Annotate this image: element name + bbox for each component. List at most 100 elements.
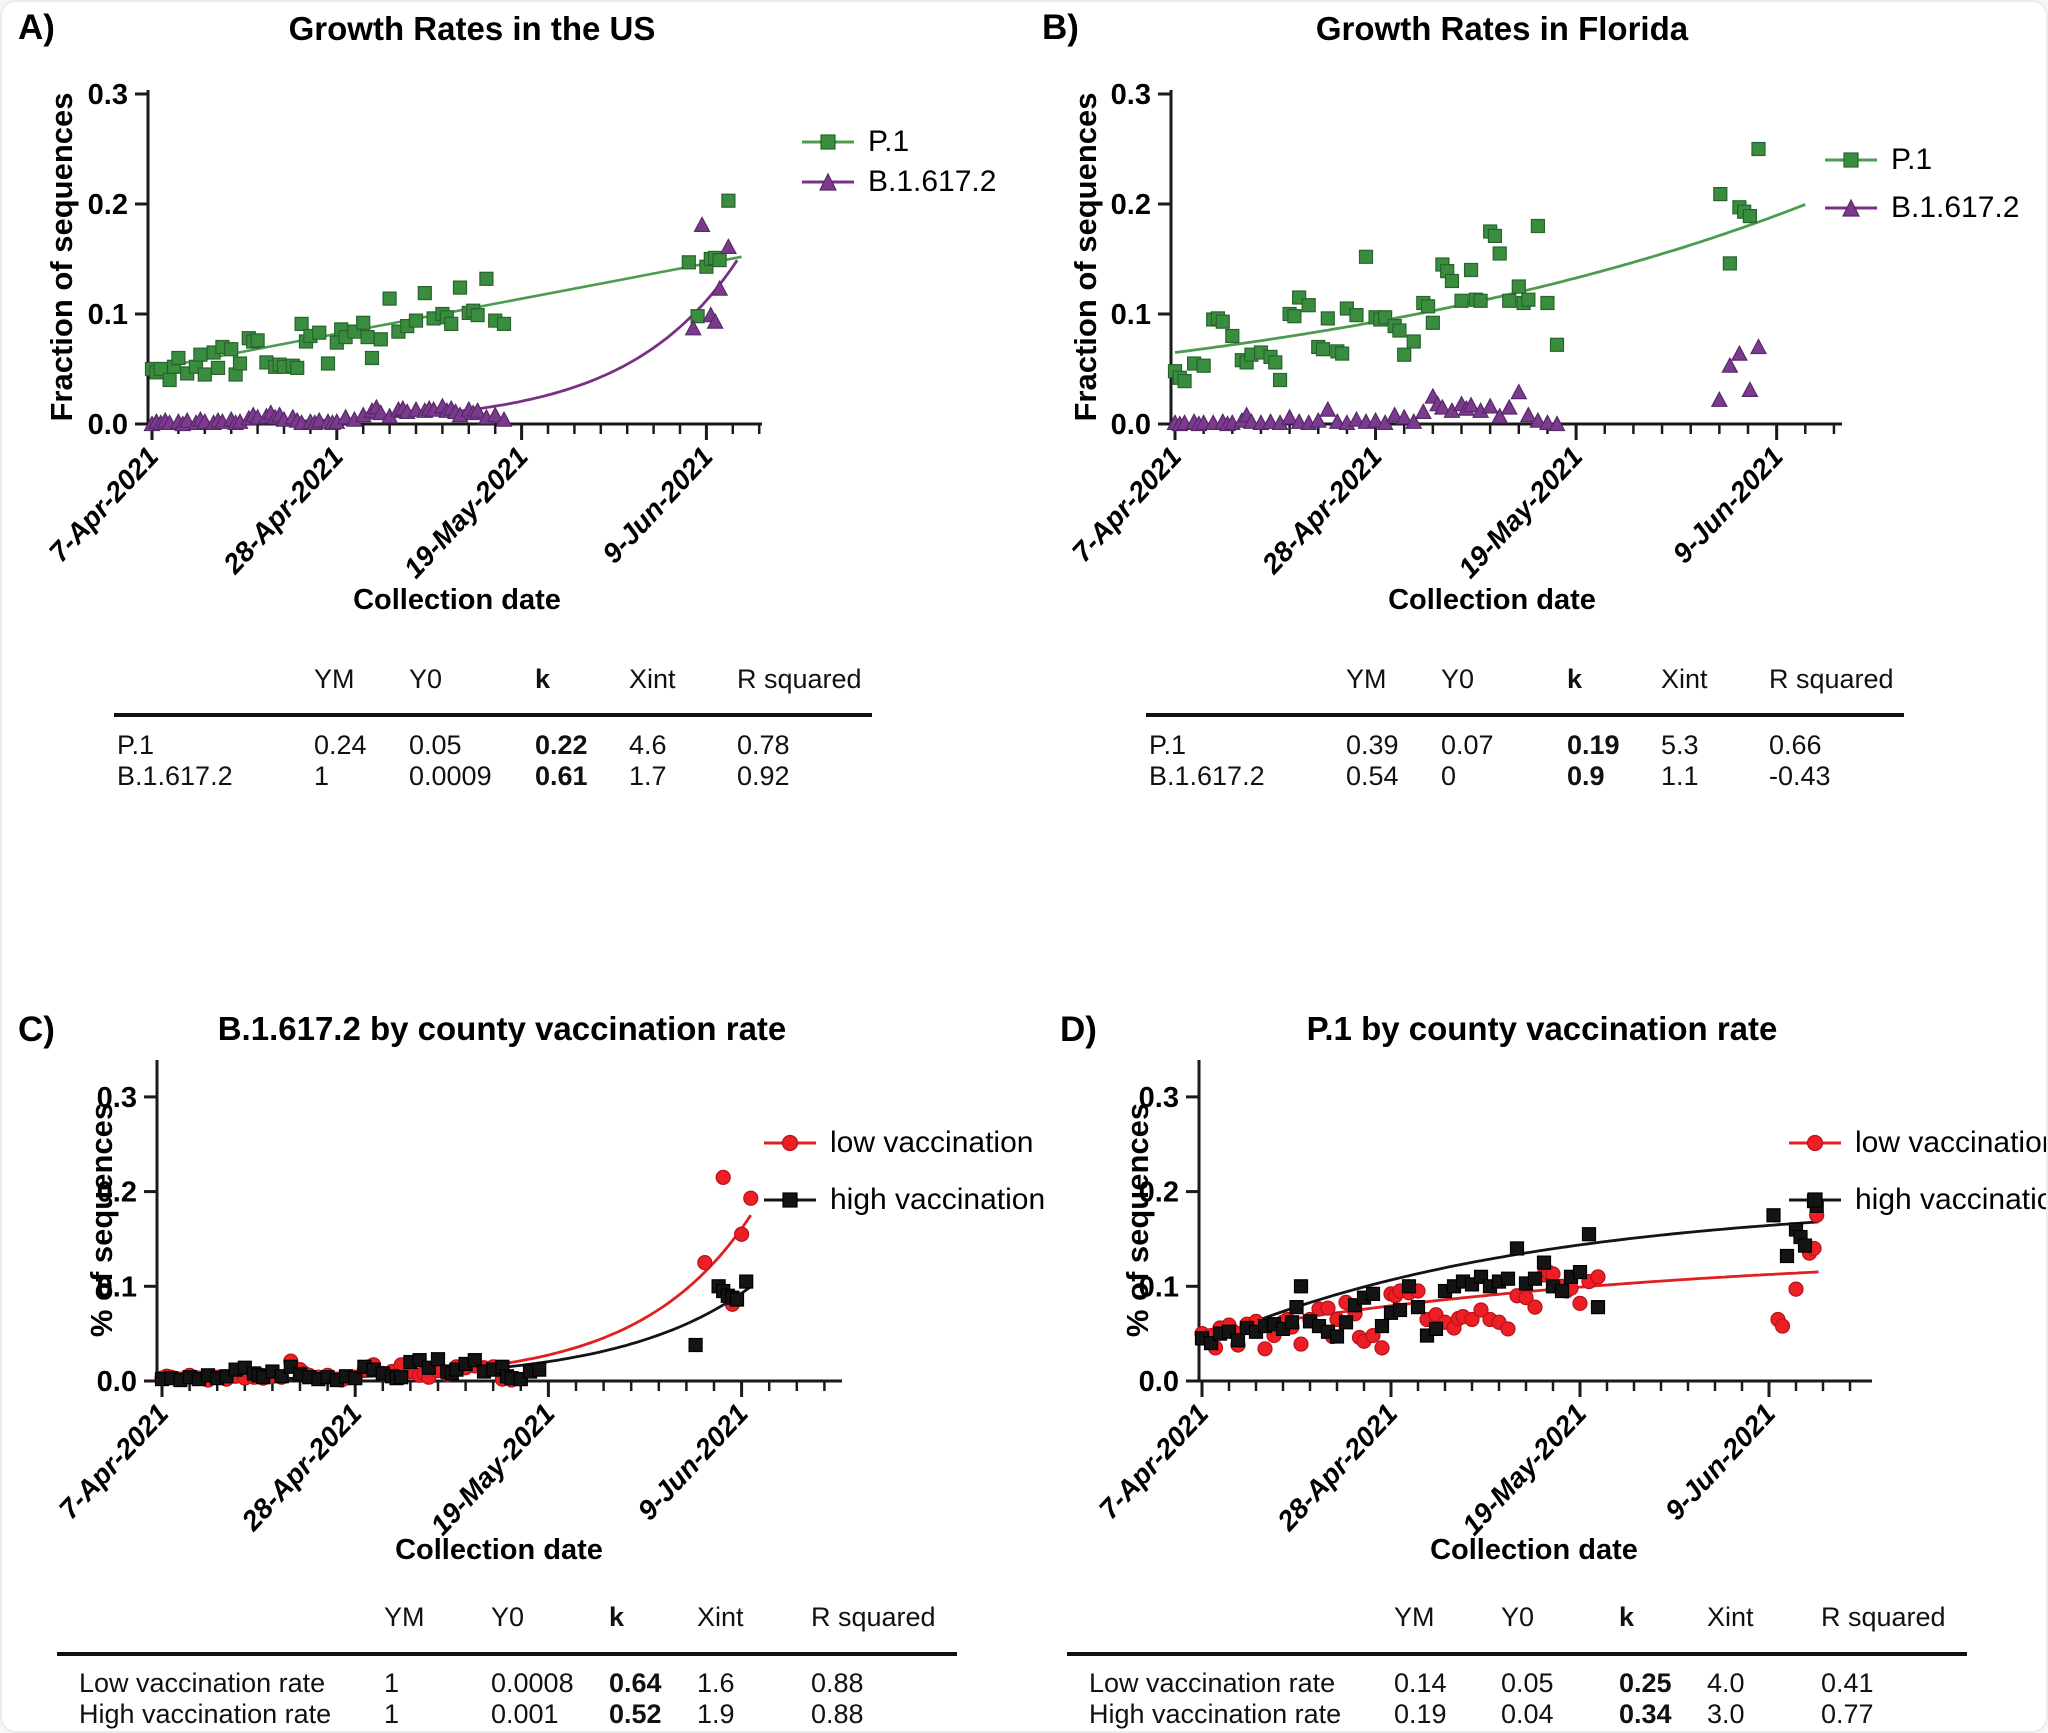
table-header: R squared (737, 664, 862, 694)
svg-text:0.1: 0.1 (97, 1271, 137, 1303)
svg-text:7-Apr-2021: 7-Apr-2021 (53, 1398, 174, 1525)
series-high-vaccination (154, 1274, 754, 1388)
black-square-marker-icon (764, 1192, 816, 1208)
panel-b-plot: 0.0 0.1 0.2 0.3 7-Apr-2021 28-Apr-2021 19-May-… (1066, 79, 1842, 584)
panel-a-plot: 0.0 0.1 0.2 0.3 7-Apr-2021 28-Apr-2021 19-May-… (43, 79, 762, 584)
row-label: B.1.617.2 (1149, 761, 1265, 791)
svg-text:0.3: 0.3 (1111, 79, 1151, 111)
table-cell: 1.7 (629, 761, 667, 791)
row-label: P.1 (117, 730, 155, 760)
svg-text:0.3: 0.3 (97, 1082, 137, 1114)
table-header: Xint (1707, 1602, 1754, 1632)
svg-text:0.2: 0.2 (88, 189, 128, 221)
legend-label: high vaccination (830, 1183, 1046, 1216)
panel-b-xlabel: Collection date (1388, 584, 1596, 616)
table-header: YM (314, 664, 355, 694)
table-cell: 0.78 (737, 730, 790, 760)
table-header: Y0 (409, 664, 443, 694)
table-cell: 0.41 (1821, 1668, 1874, 1698)
row-label: P.1 (1149, 730, 1187, 760)
table-cell: 0.92 (737, 761, 790, 791)
table-header: R squared (1821, 1602, 1946, 1632)
table-cell: 0.54 (1346, 761, 1399, 791)
table-cell: 1 (384, 1699, 400, 1729)
panel-c-ylabel: % of sequences (84, 1102, 119, 1338)
black-square-marker-icon (1789, 1192, 1841, 1208)
table-cell: 0 (1441, 761, 1457, 791)
table-header: YM (1346, 664, 1387, 694)
table-header: R squared (811, 1602, 936, 1632)
legend-label: B.1.617.2 (1891, 191, 2020, 224)
table-header: k (1567, 664, 1583, 694)
svg-text:28-Apr-2021: 28-Apr-2021 (1271, 1398, 1404, 1537)
svg-text:0.2: 0.2 (1111, 189, 1151, 221)
table-cell: 3.0 (1707, 1699, 1745, 1729)
table-header: Y0 (1501, 1602, 1535, 1632)
table-cell: 1 (314, 761, 330, 791)
table-cell: 0.0009 (409, 761, 492, 791)
table-header: R squared (1769, 664, 1894, 694)
table-header: Xint (697, 1602, 744, 1632)
panel-d-letter: D) (1060, 1010, 1097, 1049)
svg-text:7-Apr-2021: 7-Apr-2021 (1093, 1398, 1214, 1525)
table-cell: 0.88 (811, 1699, 864, 1729)
series-low-vaccination (154, 1169, 759, 1388)
svg-text:0.1: 0.1 (1111, 299, 1151, 331)
row-label: High vaccination rate (79, 1699, 332, 1729)
row-label: B.1.617.2 (117, 761, 233, 791)
table-cell: 1.1 (1661, 761, 1699, 791)
svg-text:28-Apr-2021: 28-Apr-2021 (217, 441, 350, 580)
red-circle-marker-icon (764, 1134, 816, 1152)
legend-label: low vaccination (1855, 1126, 2048, 1159)
table-header: k (1619, 1602, 1635, 1632)
table-cell: 0.001 (491, 1699, 559, 1729)
panel-c-legend-item-low: low vaccination (764, 1123, 1033, 1163)
panel-a-title: Growth Rates in the US (288, 10, 656, 47)
row-label: Low vaccination rate (1089, 1668, 1336, 1698)
panel-d-title: P.1 by county vaccination rate (1306, 1010, 1778, 1047)
table-cell: 0.66 (1769, 730, 1822, 760)
svg-text:0.0: 0.0 (1139, 1366, 1179, 1398)
table-cell: 0.22 (535, 730, 588, 760)
legend-label: low vaccination (830, 1126, 1034, 1159)
svg-text:0.1: 0.1 (1139, 1271, 1179, 1303)
table-header: Y0 (491, 1602, 525, 1632)
row-label: High vaccination rate (1089, 1699, 1342, 1729)
svg-text:0.2: 0.2 (1139, 1177, 1179, 1209)
legend-label: B.1.617.2 (868, 165, 997, 198)
table-header: YM (1394, 1602, 1435, 1632)
table-header: Y0 (1441, 664, 1475, 694)
table-divider (1146, 713, 1904, 717)
table-divider (57, 1652, 957, 1656)
legend-label: P.1 (868, 125, 910, 158)
panel-c-plot: 0.0 0.1 0.2 0.3 7-Apr-2021 28-Apr-2021 19-May-… (53, 1060, 842, 1541)
table-cell: 0.77 (1821, 1699, 1874, 1729)
svg-text:0.0: 0.0 (1111, 409, 1151, 441)
green-square-marker-icon (802, 134, 854, 150)
svg-text:9-Jun-2021: 9-Jun-2021 (1667, 441, 1789, 569)
table-cell: 0.07 (1441, 730, 1494, 760)
table-header: Xint (629, 664, 676, 694)
table-header: k (535, 664, 551, 694)
panel-c-xlabel: Collection date (395, 1534, 603, 1566)
purple-triangle-marker-icon (1825, 198, 1877, 217)
svg-text:7-Apr-2021: 7-Apr-2021 (1066, 441, 1187, 568)
panel-a-ylabel: Fraction of sequences (44, 92, 79, 422)
table-cell: 5.3 (1661, 730, 1699, 760)
legend-label: P.1 (1891, 143, 1933, 176)
panel-d-legend-item-low: low vaccination (1789, 1123, 2048, 1163)
table-cell: 1 (384, 1668, 400, 1698)
table-cell: 1.9 (697, 1699, 735, 1729)
svg-text:19-May-2021: 19-May-2021 (1456, 1398, 1592, 1541)
table-cell: 0.05 (1501, 1668, 1554, 1698)
table-cell: 0.24 (314, 730, 367, 760)
svg-text:0.1: 0.1 (88, 299, 128, 331)
panel-d-legend-item-high: high vaccination (1789, 1180, 2046, 1220)
panel-d-xlabel: Collection date (1430, 1534, 1638, 1566)
panel-d-plot: 0.0 0.1 0.2 0.3 7-Apr-2021 28-Apr-2021 19-May-… (1093, 1060, 1872, 1541)
table-cell: 0.04 (1501, 1699, 1554, 1729)
panel-a-legend-item-p1: P.1 (802, 122, 909, 162)
panel-b-ylabel: Fraction of sequences (1068, 92, 1103, 422)
table-cell: 0.52 (609, 1699, 662, 1729)
